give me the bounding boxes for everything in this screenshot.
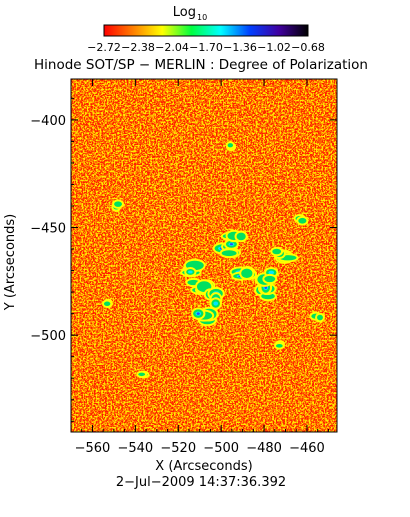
patch-core	[236, 232, 246, 241]
patch-max	[229, 243, 234, 246]
patch-core	[272, 248, 282, 255]
plot-frame	[70, 78, 338, 433]
colorbar: Log 10 −2.72 −2.38 −2.04 −1.70 −1.36 −1.02 −0.…	[87, 5, 325, 54]
patch-core	[317, 314, 323, 321]
patch-core	[264, 275, 276, 283]
x-tick-label: −480	[246, 441, 282, 456]
x-tick-label: −460	[289, 441, 325, 456]
colorbar-gradient	[103, 24, 309, 37]
patch-max	[196, 312, 200, 315]
high-value-patch	[220, 229, 248, 250]
timestamp: 2−Jul−2009 14:37:36.392	[116, 475, 286, 490]
high-value-patch	[136, 370, 150, 379]
colorbar-label-subscript: 10	[197, 13, 207, 22]
high-value-patch	[203, 286, 225, 310]
y-tick-label: −500	[30, 329, 66, 344]
high-value-patch	[270, 246, 299, 264]
high-value-patch	[229, 266, 257, 281]
y-axis-label: Y (Arcseconds)	[3, 214, 18, 311]
patch-core	[298, 217, 307, 224]
high-value-patch	[101, 298, 113, 309]
patch-peak	[188, 270, 193, 274]
patch-peak	[213, 301, 219, 306]
high-value-patch	[309, 311, 325, 323]
high-value-patch	[111, 199, 124, 212]
patch-core	[103, 301, 111, 307]
x-tick-label: −560	[75, 441, 111, 456]
colorbar-label: Log	[173, 5, 196, 20]
x-tick-label: −520	[160, 441, 196, 456]
colorbar-tick-label: −1.70	[189, 41, 223, 54]
colorbar-tick-label: −2.38	[121, 41, 155, 54]
patch-core	[221, 250, 237, 257]
colorbar-tick-label: −1.02	[257, 41, 291, 54]
x-axis: −560 −540 −520 −500 −480 −460	[70, 79, 329, 456]
heatmap-area	[71, 79, 337, 432]
x-tick-label: −500	[203, 441, 239, 456]
x-axis-label: X (Arcseconds)	[155, 459, 252, 474]
colorbar-tick-label: −2.72	[87, 41, 121, 54]
high-value-patches	[101, 141, 325, 379]
high-value-patch	[274, 340, 286, 350]
high-value-patch	[293, 214, 309, 226]
patch-core	[276, 343, 283, 348]
high-value-patch	[225, 141, 237, 152]
colorbar-tick-label: −0.68	[291, 41, 325, 54]
colorbar-tick-labels: −2.72 −2.38 −2.04 −1.70 −1.36 −1.02 −0.68	[87, 41, 325, 54]
patch-core	[241, 268, 253, 279]
high-value-patch	[191, 306, 219, 327]
high-value-patch	[180, 258, 206, 278]
x-tick-label: −540	[117, 441, 153, 456]
y-tick-label: −450	[30, 222, 66, 237]
patch-core	[227, 143, 234, 148]
patch-core	[114, 201, 122, 207]
chart-title: Hinode SOT/SP − MERLIN : Degree of Polar…	[34, 57, 368, 73]
y-axis: −400 −450 −500	[30, 97, 337, 422]
patch-peak	[268, 270, 275, 275]
colorbar-tick-label: −1.36	[223, 41, 257, 54]
colorbar-tick-label: −2.04	[155, 41, 189, 54]
high-value-patch	[254, 266, 279, 287]
y-tick-label: −400	[30, 114, 66, 129]
patch-core	[138, 372, 146, 377]
